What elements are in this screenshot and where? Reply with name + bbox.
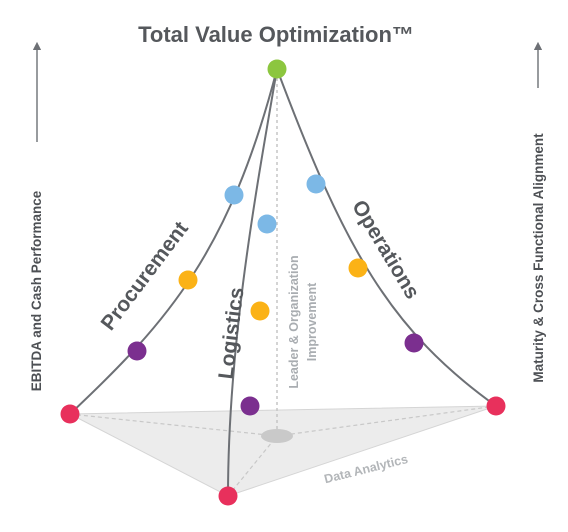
procurement-level3-node bbox=[127, 341, 147, 361]
procurement-level1-node bbox=[224, 185, 244, 205]
edge-logistics bbox=[227, 68, 278, 497]
base-center-marker bbox=[261, 429, 293, 443]
base-dashed-right bbox=[276, 405, 497, 437]
logistics-level3-node bbox=[240, 396, 260, 416]
logistics-label: Logistics bbox=[215, 286, 249, 380]
base-right-node bbox=[486, 396, 506, 416]
procurement-level2-node bbox=[178, 270, 198, 290]
center-label-line1: Leader & Organization bbox=[287, 255, 301, 388]
apex-node bbox=[267, 59, 287, 79]
logistics-level2-node bbox=[250, 301, 270, 321]
operations-level1-node bbox=[306, 174, 326, 194]
base-dashed-front bbox=[227, 435, 278, 497]
right-axis-label: Maturity & Cross Functional Alignment bbox=[531, 133, 546, 383]
base-front-node bbox=[218, 486, 238, 506]
operations-label: Operations bbox=[347, 196, 424, 303]
edge-operations bbox=[276, 68, 497, 407]
base-left-node bbox=[60, 404, 80, 424]
operations-level2-node bbox=[348, 258, 368, 278]
procurement-label: Procurement bbox=[97, 217, 193, 334]
logistics-level1-node bbox=[257, 214, 277, 234]
center-label-line2: Improvement bbox=[305, 282, 319, 361]
base-plane bbox=[69, 405, 497, 497]
operations-level3-node bbox=[404, 333, 424, 353]
diagram-title: Total Value Optimization™ bbox=[138, 22, 414, 47]
left-axis-label: EBITDA and Cash Performance bbox=[29, 190, 44, 391]
